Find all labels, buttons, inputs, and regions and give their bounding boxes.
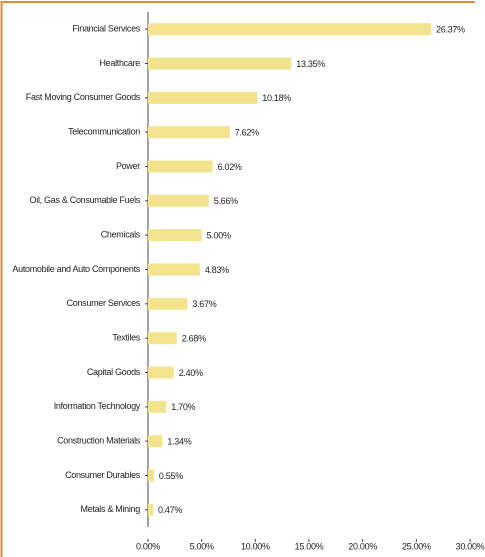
bar	[148, 194, 209, 207]
value-label: 6.02%	[218, 162, 242, 172]
x-tick-label: 20.00%	[348, 541, 377, 551]
y-tick-label: Construction Materials	[57, 436, 141, 446]
x-tick-label: 5.00%	[190, 541, 214, 551]
bar	[148, 469, 154, 482]
value-label: 5.00%	[207, 231, 231, 241]
value-label: 3.67%	[192, 299, 216, 309]
x-tick-label: 30.00%	[456, 541, 485, 551]
value-label: 26.37%	[436, 25, 465, 35]
bar	[148, 503, 154, 516]
bar	[148, 366, 174, 379]
value-label: 2.68%	[182, 334, 206, 344]
y-tick-label: Fast Moving Consumer Goods	[26, 92, 141, 102]
bar	[148, 57, 292, 70]
value-label: 0.55%	[159, 471, 183, 481]
bar	[148, 160, 213, 173]
bar	[148, 435, 163, 448]
y-tick-label: Information Technology	[54, 401, 141, 411]
y-tick-label: Telecommunication	[68, 127, 140, 137]
y-tick-label: Chemicals	[101, 230, 141, 240]
value-label: 4.83%	[205, 265, 229, 275]
bar	[148, 400, 167, 413]
value-label: 13.35%	[296, 59, 325, 69]
y-tick-label: Power	[116, 161, 140, 171]
bar	[148, 126, 230, 139]
bar	[148, 91, 258, 104]
y-tick-label: Financial Services	[72, 24, 140, 34]
value-label: 1.34%	[167, 437, 191, 447]
y-tick-label: Capital Goods	[87, 367, 141, 377]
bar	[148, 332, 177, 345]
y-tick-label: Healthcare	[99, 58, 140, 68]
value-label: 7.62%	[235, 128, 259, 138]
y-tick-label: Consumer Durables	[65, 470, 141, 480]
value-label: 0.47%	[158, 505, 182, 515]
bar	[148, 263, 200, 276]
bar	[148, 297, 188, 310]
y-tick-label: Textiles	[112, 333, 140, 343]
value-label: 5.66%	[214, 196, 238, 206]
bar	[148, 229, 202, 242]
value-label: 2.40%	[179, 368, 203, 378]
value-label: 10.18%	[262, 93, 291, 103]
value-label: 1.70%	[171, 402, 195, 412]
bar	[148, 23, 432, 36]
y-tick-label: Consumer Services	[67, 298, 141, 308]
x-tick-label: 10.00%	[241, 541, 270, 551]
y-tick-label: Oil, Gas & Consumable Fuels	[30, 195, 141, 205]
x-tick-label: 0.00%	[136, 541, 160, 551]
x-tick-label: 25.00%	[402, 541, 431, 551]
y-tick-label: Metals & Mining	[80, 504, 140, 514]
y-tick-label: Automobile and Auto Components	[12, 264, 140, 274]
x-tick-label: 15.00%	[295, 541, 324, 551]
